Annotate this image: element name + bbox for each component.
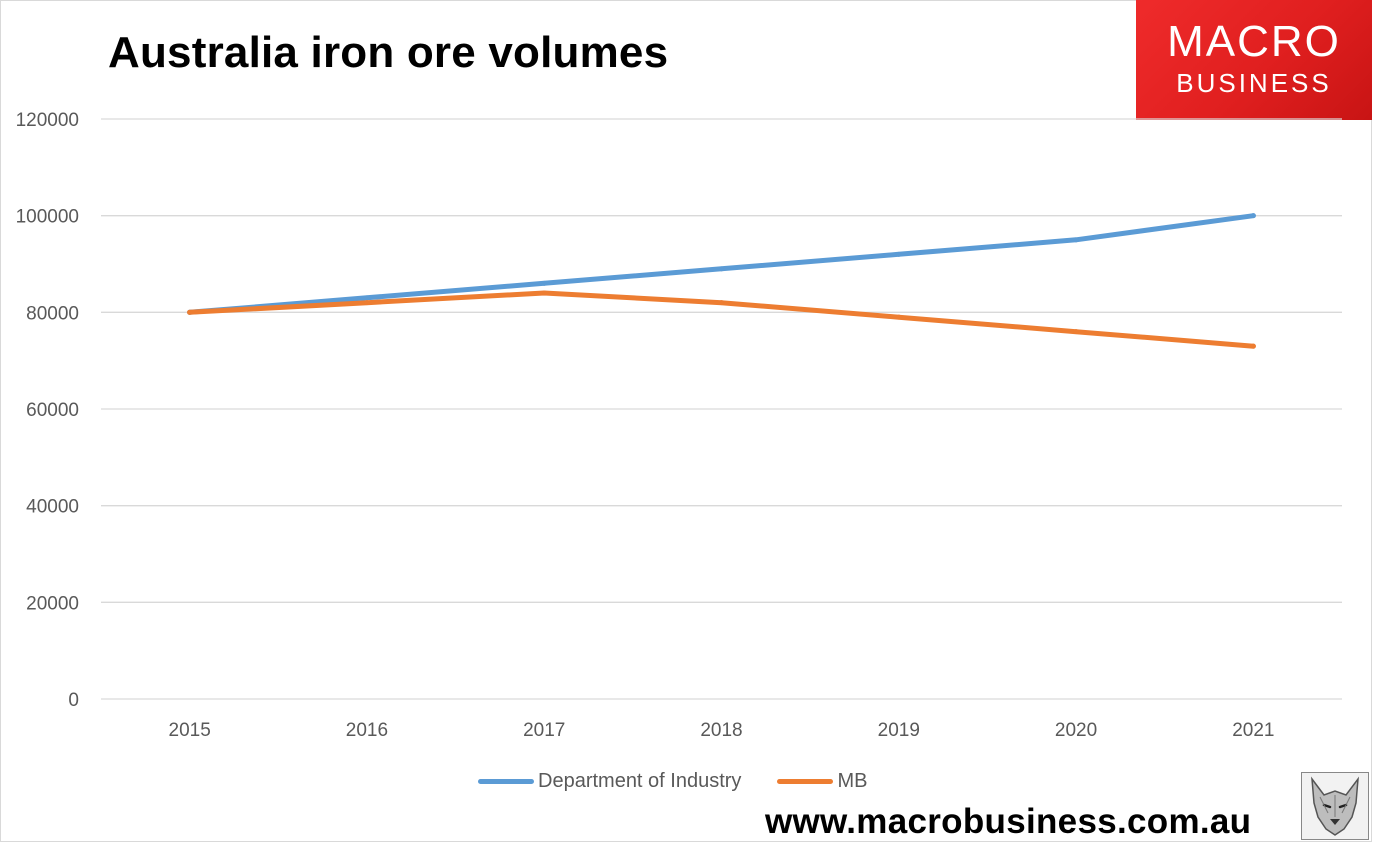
wolf-icon-drawing: [1302, 773, 1368, 839]
legend: Department of Industry MB: [478, 766, 903, 796]
data-point-mb-2015: [187, 310, 192, 315]
legend-swatch-department-of-industry: [478, 779, 534, 784]
x-tick-label: 2020: [1055, 720, 1097, 741]
y-tick-label: 100000: [16, 207, 79, 228]
y-tick-label: 40000: [26, 497, 79, 518]
data-point-department-of-industry-2018: [719, 266, 724, 271]
legend-item-mb: MB: [777, 770, 867, 793]
y-tick-label: 20000: [26, 593, 79, 614]
data-point-mb-2019: [896, 315, 901, 320]
y-tick-label: 60000: [26, 400, 79, 421]
data-point-department-of-industry-2016: [364, 295, 369, 300]
legend-label-department-of-industry: Department of Industry: [538, 770, 741, 793]
x-tick-label: 2021: [1232, 720, 1274, 741]
x-tick-label: 2015: [169, 720, 211, 741]
data-point-department-of-industry-2019: [896, 252, 901, 257]
x-axis-ticks: 2015 2016 2017 2018 2019 2020 2021: [169, 720, 1275, 741]
x-tick-label: 2018: [700, 720, 742, 741]
data-point-mb-2018: [719, 300, 724, 305]
data-point-mb-2016: [364, 300, 369, 305]
data-point-mb-2020: [1074, 329, 1079, 334]
y-axis-ticks: 0 20000 40000 60000 80000 100000 120000: [16, 110, 79, 711]
x-tick-label: 2016: [346, 720, 388, 741]
x-tick-label: 2017: [523, 720, 565, 741]
legend-label-mb: MB: [837, 770, 867, 793]
series-line-department-of-industry: [190, 216, 1254, 313]
y-tick-label: 120000: [16, 110, 79, 131]
data-point-mb-2017: [542, 291, 547, 296]
data-point-department-of-industry-2017: [542, 281, 547, 286]
y-tick-label: 80000: [26, 303, 79, 324]
y-tick-label: 0: [68, 690, 79, 711]
legend-swatch-mb: [777, 779, 833, 784]
series-lines: [187, 213, 1256, 348]
legend-item-department-of-industry: Department of Industry: [478, 770, 741, 793]
x-tick-label: 2019: [878, 720, 920, 741]
wolf-icon: [1301, 772, 1369, 840]
data-point-department-of-industry-2020: [1074, 237, 1079, 242]
gridlines: [101, 119, 1342, 699]
website-url[interactable]: www.macrobusiness.com.au: [765, 802, 1251, 842]
data-point-department-of-industry-2021: [1251, 213, 1256, 218]
data-point-mb-2021: [1251, 344, 1256, 349]
